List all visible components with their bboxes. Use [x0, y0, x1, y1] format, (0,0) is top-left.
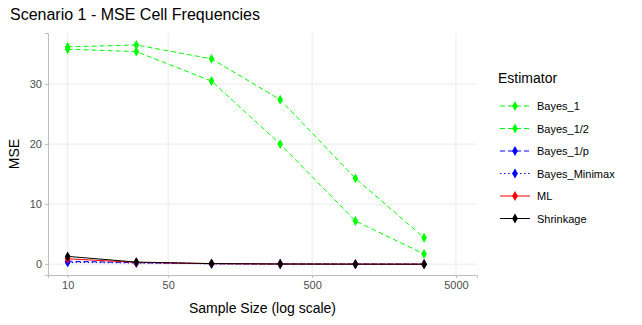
tick-mark: [68, 275, 69, 278]
series-point: [353, 259, 359, 269]
tick-mark: [45, 204, 48, 205]
series-point: [421, 259, 427, 269]
plot-marks: [65, 40, 427, 269]
grid-line-y: [48, 84, 477, 85]
series-point: [421, 233, 427, 243]
series-point: [421, 259, 427, 269]
series-point: [65, 44, 71, 54]
chart-title: Scenario 1 - MSE Cell Frequencies: [10, 6, 260, 23]
chart: 10 50 500 5000 0 10 20 30 Scenario 1 - MSE Cell …: [0, 0, 642, 325]
legend-label: ML: [537, 190, 552, 202]
tick: 50: [163, 275, 175, 291]
series-point: [421, 259, 427, 269]
legend-marker: [512, 169, 518, 179]
x-axis: 10 50 500 5000: [49, 275, 478, 291]
grid-line-x: [455, 33, 456, 275]
tick: 5000: [444, 275, 468, 291]
tick: 500: [303, 275, 321, 291]
series-point: [209, 259, 215, 269]
series-point: [209, 54, 215, 64]
legend-marker: [512, 214, 518, 224]
axis-line: [45, 34, 49, 276]
series-point: [209, 259, 215, 269]
legend-label: Shrinkage: [537, 213, 587, 225]
legend-marker: [512, 191, 518, 201]
tick-label: 10: [62, 279, 74, 291]
legend-key: [500, 146, 530, 156]
grid-line-x: [67, 33, 68, 275]
series-point: [421, 259, 427, 269]
series-point: [209, 259, 215, 269]
series-point: [277, 259, 283, 269]
legend-label: Bayes_Minimax: [537, 168, 615, 180]
series-point: [209, 259, 215, 269]
series-point: [277, 259, 283, 269]
legend-marker: [512, 124, 518, 134]
series-point: [277, 259, 283, 269]
legend-label: Bayes_1/p: [537, 145, 589, 157]
series-point: [421, 249, 427, 259]
tick-label: 30: [30, 78, 42, 90]
tick-mark: [312, 275, 313, 278]
series-point: [133, 258, 139, 268]
series-point: [133, 258, 139, 268]
legend-marker: [512, 146, 518, 156]
series-point: [133, 47, 139, 57]
legend-label: Bayes_1/2: [537, 123, 589, 135]
series-line: [68, 45, 424, 238]
series-point: [209, 76, 215, 86]
grid-line-x: [168, 33, 169, 275]
legend-key: [500, 191, 530, 201]
tick-mark: [45, 264, 48, 265]
legend-key: [500, 124, 530, 134]
tick-mark: [45, 84, 48, 85]
legend: Estimator Bayes_1 Bayes_1/2 Bayes_1/p Bayes_…: [498, 70, 615, 225]
series-point: [277, 259, 283, 269]
tick: 10: [62, 275, 74, 291]
tick-label: 500: [303, 279, 321, 291]
legend-title: Estimator: [498, 70, 557, 86]
tick-mark: [456, 275, 457, 278]
tick-label: 50: [163, 279, 175, 291]
tick: 30: [30, 78, 48, 90]
y-axis: 0 10 20 30: [30, 34, 49, 276]
tick-label: 20: [30, 138, 42, 150]
grid-line-y: [48, 144, 477, 145]
series-line: [68, 256, 424, 264]
series-point: [353, 173, 359, 183]
legend-key: [500, 169, 530, 179]
tick: 20: [30, 138, 48, 150]
axis-line: [49, 276, 478, 279]
legend-key: [500, 214, 530, 224]
y-axis-title: MSE: [6, 139, 22, 169]
series-line: [68, 49, 424, 254]
series-point: [65, 251, 71, 261]
tick: 10: [30, 198, 48, 210]
series-point: [353, 216, 359, 226]
tick-label: 10: [30, 198, 42, 210]
legend-key: [500, 101, 530, 111]
grid-line-y: [48, 204, 477, 205]
tick-mark: [168, 275, 169, 278]
grid-line-x: [312, 33, 313, 275]
series-point: [133, 257, 139, 267]
tick-label: 5000: [444, 279, 468, 291]
legend-label: Bayes_1: [537, 100, 580, 112]
tick-mark: [45, 144, 48, 145]
series-point: [277, 95, 283, 105]
series-point: [133, 257, 139, 267]
legend-marker: [512, 101, 518, 111]
x-axis-title: Sample Size (log scale): [189, 300, 336, 316]
grid: [48, 33, 477, 275]
series-point: [353, 259, 359, 269]
series-point: [353, 259, 359, 269]
series-point: [277, 139, 283, 149]
series-point: [353, 259, 359, 269]
tick: 0: [36, 258, 48, 270]
tick-label: 0: [36, 258, 42, 270]
